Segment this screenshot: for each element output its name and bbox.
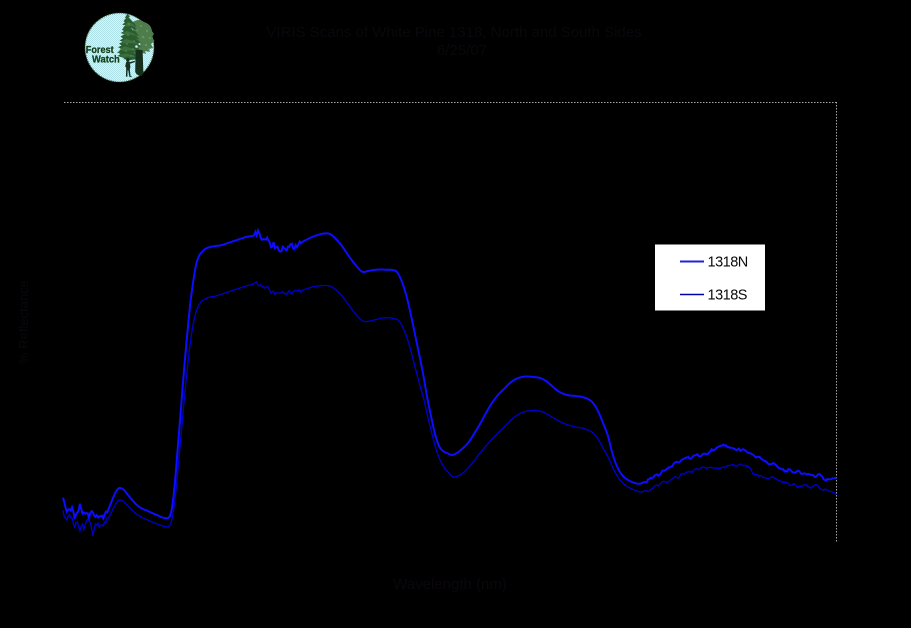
svg-text:VIRIS Scans of White Pine 1318: VIRIS Scans of White Pine 1318, North an… [266, 24, 641, 41]
svg-text:% Reflectance: % Reflectance [16, 280, 31, 364]
svg-text:1318S: 1318S [708, 288, 747, 304]
svg-text:1318N: 1318N [708, 255, 748, 271]
svg-text:Wavelength (nm): Wavelength (nm) [393, 576, 507, 593]
svg-text:Watch: Watch [92, 53, 120, 65]
svg-text:6/25/07: 6/25/07 [437, 42, 487, 59]
svg-text:Forest: Forest [86, 44, 114, 56]
